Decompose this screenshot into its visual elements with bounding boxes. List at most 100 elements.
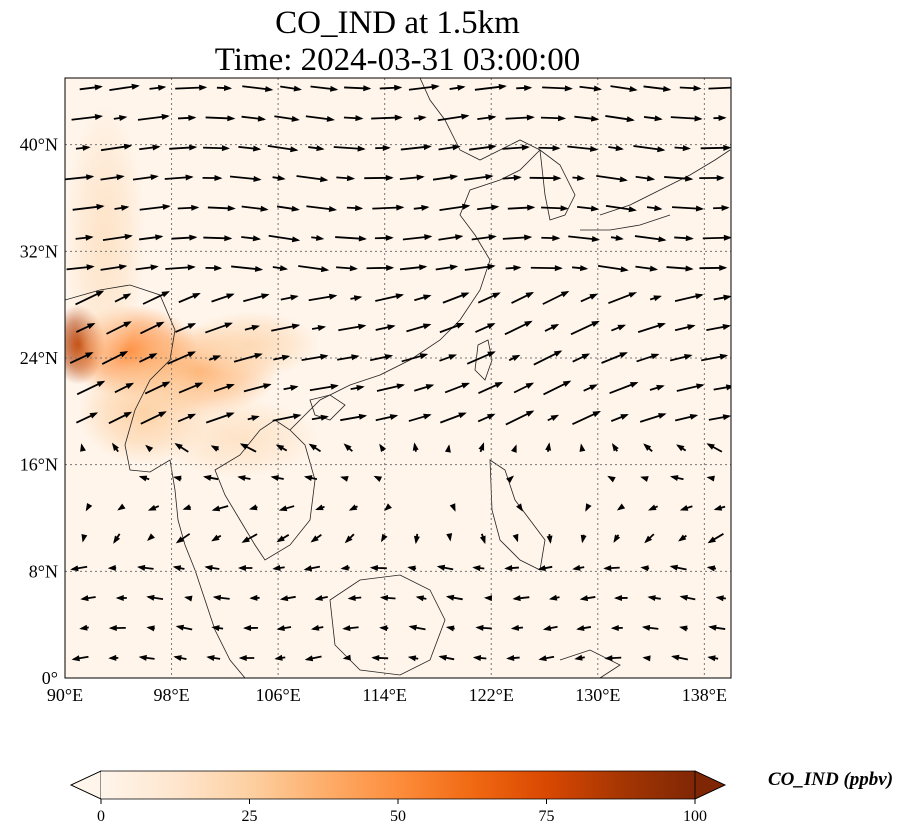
wind-arrow [147, 533, 155, 541]
wind-arrow [348, 504, 358, 511]
wind-arrow [315, 504, 325, 511]
wind-arrow [610, 85, 638, 92]
wind-arrow [574, 115, 600, 122]
wind-arrow [540, 115, 567, 122]
wind-arrow [375, 414, 399, 422]
wind-arrow [507, 204, 536, 211]
wind-arrow [708, 86, 731, 90]
wind-arrow [679, 85, 702, 92]
coast-korea [539, 149, 576, 221]
wind-arrow [674, 324, 696, 332]
coast-hainan [309, 394, 346, 421]
wind-arrow [175, 624, 193, 631]
wind-arrow [637, 322, 666, 333]
wind-arrow [708, 414, 731, 421]
wind-arrow [585, 503, 592, 512]
wind-arrow [309, 383, 339, 392]
wind-arrow [146, 625, 155, 632]
wind-arrow [504, 320, 533, 336]
wind-arrow [79, 84, 103, 91]
wind-arrow [504, 565, 519, 572]
wind-arrow [336, 265, 358, 272]
wind-arrow [483, 595, 493, 602]
wind-arrow [308, 443, 322, 453]
wind-arrow [205, 265, 223, 272]
wind-arrow [231, 265, 264, 272]
wind-arrow [113, 533, 121, 544]
wind-arrow [572, 265, 589, 272]
wind-arrow [174, 443, 189, 453]
wind-arrow [132, 174, 159, 181]
wind-arrow [203, 474, 219, 481]
wind-arrow [471, 234, 497, 241]
wind-arrow [145, 444, 154, 453]
wind-arrow [211, 534, 222, 542]
wind-arrow [107, 564, 117, 571]
wind-arrow [211, 505, 229, 512]
wind-arrow [541, 205, 569, 212]
wind-arrow [676, 444, 687, 452]
wind-arrow [436, 564, 454, 571]
wind-arrow [449, 503, 456, 512]
wind-arrow [342, 654, 351, 661]
wind-arrow [446, 533, 453, 542]
wind-arrow [708, 624, 726, 631]
wind-arrow [706, 443, 723, 453]
wind-arrow [310, 85, 339, 92]
wind-arrow [477, 292, 501, 304]
wind-arrow [477, 413, 496, 423]
wind-arrow [280, 85, 302, 92]
wind-arrow [212, 594, 230, 601]
wind-arrow [108, 654, 119, 661]
wind-arrow [445, 594, 463, 601]
wind-arrow [237, 564, 253, 571]
wind-arrow [647, 595, 661, 602]
colorbar-tick-label: 75 [539, 808, 555, 825]
wind-arrow [115, 595, 127, 602]
wind-arrow [270, 475, 284, 482]
wind-arrow [512, 595, 530, 602]
wind-arrow [296, 175, 329, 183]
wind-arrow [679, 505, 693, 511]
wind-arrow [635, 175, 656, 182]
wind-arrow [384, 503, 392, 512]
wind-arrow [574, 654, 585, 661]
wind-arrow [242, 85, 274, 93]
wind-arrow [512, 533, 519, 543]
colorbar-extend-max [694, 770, 726, 800]
wind-arrow [543, 380, 572, 396]
wind-arrow [502, 234, 533, 241]
wind-arrow [243, 383, 272, 393]
wind-arrow [408, 624, 426, 631]
wind-arrow [542, 625, 558, 632]
wind-arrow [164, 174, 194, 181]
wind-arrow [530, 265, 563, 272]
wind-arrow [635, 265, 659, 272]
wind-arrow [238, 655, 255, 662]
wind-arrow [75, 323, 96, 333]
wind-arrow [344, 85, 372, 92]
wind-arrow [567, 145, 599, 152]
wind-arrow [206, 655, 221, 661]
wind-arrow [505, 114, 535, 121]
wind-arrow [371, 114, 403, 121]
coast-taiwan [474, 339, 493, 381]
wind-arrow [70, 565, 88, 572]
wind-arrow [379, 594, 396, 601]
wind-arrow [701, 353, 729, 362]
wind-arrow [542, 85, 573, 92]
wind-arrow [579, 443, 586, 452]
wind-arrow [576, 625, 592, 632]
wind-arrow [76, 380, 106, 396]
colorbar: 0 25 50 75 100 [70, 770, 726, 825]
wind-arrow [611, 324, 627, 332]
wind-arrow [706, 475, 715, 482]
wind-arrow [272, 564, 285, 571]
wind-arrow [676, 383, 705, 392]
wind-arrow [350, 385, 365, 391]
wind-arrow [613, 594, 628, 601]
wind-arrow [475, 323, 496, 333]
wind-arrow [542, 290, 570, 305]
wind-arrow [175, 323, 197, 333]
wind-arrow [301, 353, 329, 362]
